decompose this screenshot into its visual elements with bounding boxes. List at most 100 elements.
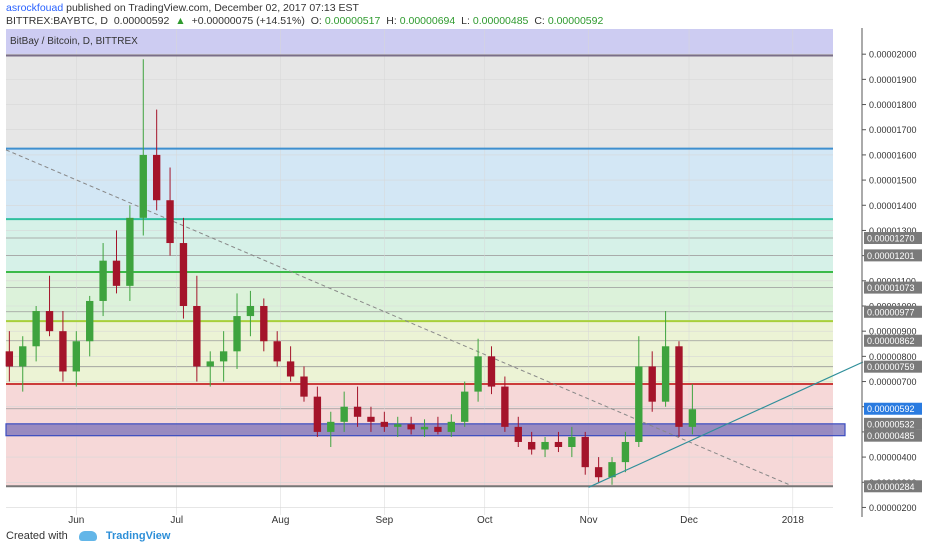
time-axis-label: Oct — [477, 515, 493, 526]
chart-title: BitBay / Bitcoin, D, BITTREX — [10, 36, 138, 47]
price-labels: 0.00001270 0.00001201 0.00001073 0.00000977… — [864, 232, 922, 493]
candle-body — [86, 300, 94, 342]
grid — [6, 29, 833, 515]
fib-band — [6, 272, 833, 322]
price-badge — [864, 429, 922, 442]
candle-body — [260, 305, 268, 342]
price-badge — [864, 232, 922, 245]
price-tick-label: 0.00001900 — [869, 75, 917, 85]
candle-body — [394, 424, 402, 427]
candle-body — [286, 361, 295, 377]
price-tick-label: 0.00000400 — [869, 453, 917, 463]
candle-body — [139, 154, 147, 218]
price-badge — [864, 360, 922, 373]
price-tick-label: 0.00001800 — [869, 100, 917, 110]
publish-info: asrockfouad published on TradingView.com… — [6, 2, 926, 15]
price-tick-label: 0.00000900 — [869, 327, 917, 337]
fib-bands — [6, 29, 833, 487]
time-axis-label: Aug — [272, 515, 290, 526]
candle-body — [313, 396, 322, 432]
time-axis: Jun Jul Aug Sep Oct Nov Dec 2018 — [68, 515, 804, 526]
close-value: 0.00000592 — [547, 15, 604, 27]
open-value: 0.00000517 — [324, 15, 381, 27]
candle-body — [568, 436, 576, 448]
candle-body — [273, 341, 281, 362]
price-label: 0.00000862 — [867, 336, 915, 346]
candle-body — [5, 351, 14, 367]
price-label: 0.00001073 — [867, 283, 915, 293]
high-value: 0.00000694 — [399, 15, 456, 27]
candle-body — [487, 356, 496, 387]
tradingview-brand[interactable]: TradingView — [105, 530, 171, 542]
price-label: 0.00000977 — [867, 307, 915, 317]
price-tick-label: 0.00001700 — [869, 125, 917, 135]
candle-body — [648, 366, 656, 402]
candle-body — [193, 305, 201, 367]
candle-body — [594, 467, 603, 478]
open-label: O: — [310, 15, 322, 27]
price-badge — [864, 249, 922, 262]
candle-body — [420, 426, 429, 430]
candle-body — [219, 351, 228, 362]
candle-body — [554, 441, 563, 448]
candle-body — [99, 260, 107, 301]
chart[interactable]: BitBay / Bitcoin, D, BITTREX 0.000020000… — [0, 28, 932, 528]
candle-body — [434, 426, 442, 432]
candle-body — [501, 386, 509, 427]
price-label: 0.00000759 — [867, 362, 915, 372]
time-axis-label: Jul — [170, 515, 183, 526]
price-label: 0.00001270 — [867, 234, 915, 244]
candle-body — [661, 346, 670, 402]
publish-text: published on TradingView.com, December 0… — [66, 2, 359, 14]
candle-body — [179, 243, 188, 306]
candle-body — [621, 441, 630, 463]
author-link[interactable]: asrockfouad — [6, 2, 64, 14]
time-axis-label: Jun — [68, 515, 84, 526]
time-axis-label: Nov — [580, 515, 598, 526]
price-tick-label: 0.00001500 — [869, 176, 917, 186]
last-price: 0.00000592 — [113, 15, 170, 27]
price-badge — [864, 281, 922, 294]
candle-body — [407, 424, 415, 430]
fib-band — [6, 219, 833, 272]
price-tick-label: 0.00001400 — [869, 201, 917, 211]
footer: Created with TradingView — [6, 530, 170, 542]
candle-body — [688, 409, 697, 427]
candle-body — [166, 200, 174, 244]
current-price-label: 0.00000592 — [867, 404, 915, 414]
candle-body — [541, 441, 549, 450]
candle-body — [514, 426, 522, 442]
candle-body — [474, 356, 482, 392]
price-label: 0.00000532 — [867, 419, 915, 429]
price-tick-label: 0.00001300 — [869, 226, 917, 236]
candle-body — [340, 406, 348, 422]
time-axis-label: Dec — [680, 515, 698, 526]
candle-body — [152, 154, 161, 201]
candle-body — [608, 462, 616, 478]
candle-body — [19, 346, 27, 367]
up-arrow-icon: ▲ — [175, 15, 186, 27]
fib-levels — [6, 54, 833, 488]
candle-body — [380, 421, 389, 427]
candle-body — [126, 217, 134, 286]
price-tick-label: 0.00001100 — [869, 276, 916, 286]
price-badge — [864, 334, 922, 347]
high-label: H: — [386, 15, 397, 27]
candle-body — [59, 331, 67, 372]
price-axis: 0.00002000 0.00001900 0.00001800 0.00001700… — [862, 50, 917, 513]
chart-title-background — [8, 32, 136, 48]
current-price-badge — [864, 402, 922, 415]
candle-body — [206, 361, 214, 367]
low-value: 0.00000485 — [472, 15, 529, 27]
candle-body — [233, 316, 241, 352]
candle-body — [45, 311, 54, 332]
price-tick-label: 0.00000700 — [869, 377, 917, 387]
candle-body — [72, 341, 80, 372]
price-badge — [864, 417, 922, 430]
price-tick-label: 0.00001600 — [869, 150, 917, 160]
chart-header: asrockfouad published on TradingView.com… — [6, 2, 926, 30]
candle-body — [461, 391, 469, 422]
fib-band — [6, 321, 833, 385]
price-label: 0.00000284 — [867, 482, 915, 492]
candle-body — [32, 311, 40, 347]
